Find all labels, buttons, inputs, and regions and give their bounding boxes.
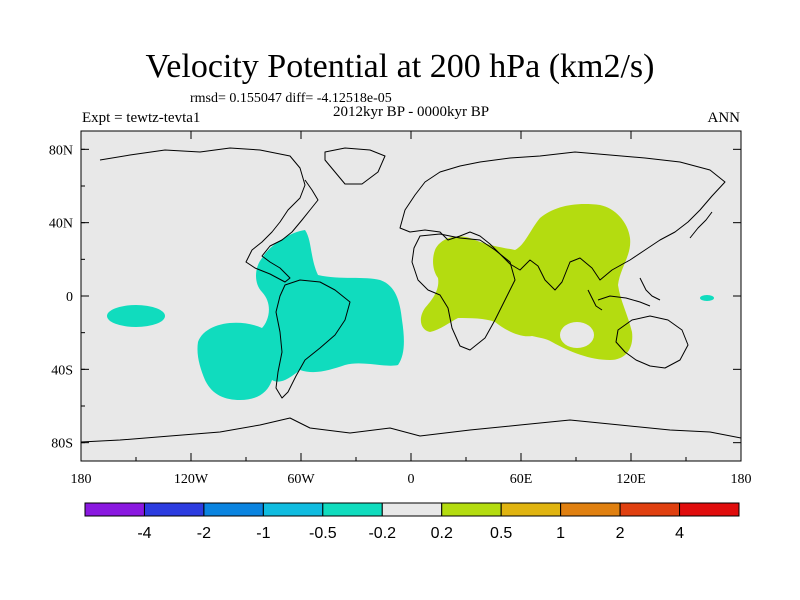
colorbar: -4 -2 -1 -0.5 -0.2 0.2 0.5 1 2 4 <box>84 502 740 542</box>
colorbar-label: -4 <box>137 525 151 542</box>
period-label: 2012kyr BP - 0000kyr BP <box>332 104 490 120</box>
colorbar-label: -0.5 <box>309 525 337 542</box>
stats-text: rmsd= 0.155047 diff= -4.12518e-05 <box>190 91 392 106</box>
colorbar-label: 0.5 <box>490 525 512 542</box>
coastline-southeast-asia <box>587 277 661 311</box>
coastline-japan <box>689 211 713 239</box>
colorbar-box <box>619 502 681 517</box>
longitude-axis: 180 120W 60W 0 60E 120E 180 <box>71 131 752 487</box>
lon-tick-label: 180 <box>71 472 92 487</box>
coastline-north-america <box>99 147 319 283</box>
colorbar-label: 4 <box>675 525 684 542</box>
colorbar-box <box>84 502 145 517</box>
lat-tick-label: 0 <box>66 290 73 305</box>
coastline-greenland <box>324 147 386 185</box>
neutral-hole-indian-ocean <box>560 322 594 348</box>
coastline-south-america <box>275 279 351 399</box>
coastline-europe-asia <box>399 151 726 291</box>
colorbar-box <box>441 502 502 517</box>
coastline-australia <box>615 315 689 369</box>
coastlines <box>81 147 741 443</box>
colorbar-box <box>203 502 264 517</box>
latitude-axis: 80N 40N 0 40S 80S <box>49 143 741 452</box>
lat-tick-label: 40N <box>49 217 73 232</box>
season-label: ANN <box>707 110 741 126</box>
lon-tick-label: 60W <box>287 472 315 487</box>
plot-title: Velocity Potential at 200 hPa (km2/s) <box>145 48 655 85</box>
colorbar-box <box>322 502 383 517</box>
negative-region-pacific <box>107 305 165 327</box>
map-content <box>81 147 741 443</box>
coastline-antarctica <box>81 417 741 443</box>
colorbar-box <box>679 502 740 517</box>
coastline-africa <box>411 233 516 351</box>
lat-tick-label: 80S <box>51 437 73 452</box>
lon-tick-label: 60E <box>510 472 533 487</box>
colorbar-box <box>500 502 562 517</box>
colorbar-label: 2 <box>616 525 625 542</box>
colorbar-label: -1 <box>256 525 270 542</box>
lon-tick-label: 0 <box>408 472 415 487</box>
positive-region-indian-ocean <box>420 204 633 360</box>
colorbar-box <box>560 502 621 517</box>
lon-tick-label: 120W <box>174 472 209 487</box>
colorbar-label: -2 <box>197 525 211 542</box>
lat-tick-label: 40S <box>51 363 73 378</box>
lat-tick-label: 80N <box>49 143 73 158</box>
lon-tick-label: 120E <box>616 472 646 487</box>
negative-region-americas <box>197 230 404 400</box>
negative-region-west-pacific <box>700 295 714 301</box>
lon-tick-label: 180 <box>731 472 752 487</box>
colorbar-box <box>381 502 443 517</box>
colorbar-label: 0.2 <box>431 525 453 542</box>
colorbar-label: -0.2 <box>368 525 396 542</box>
colorbar-label: 1 <box>556 525 565 542</box>
map-background <box>81 131 741 461</box>
colorbar-box <box>143 502 205 517</box>
colorbar-box <box>262 502 324 517</box>
experiment-label: Expt = tewtz-tevta1 <box>82 110 201 126</box>
